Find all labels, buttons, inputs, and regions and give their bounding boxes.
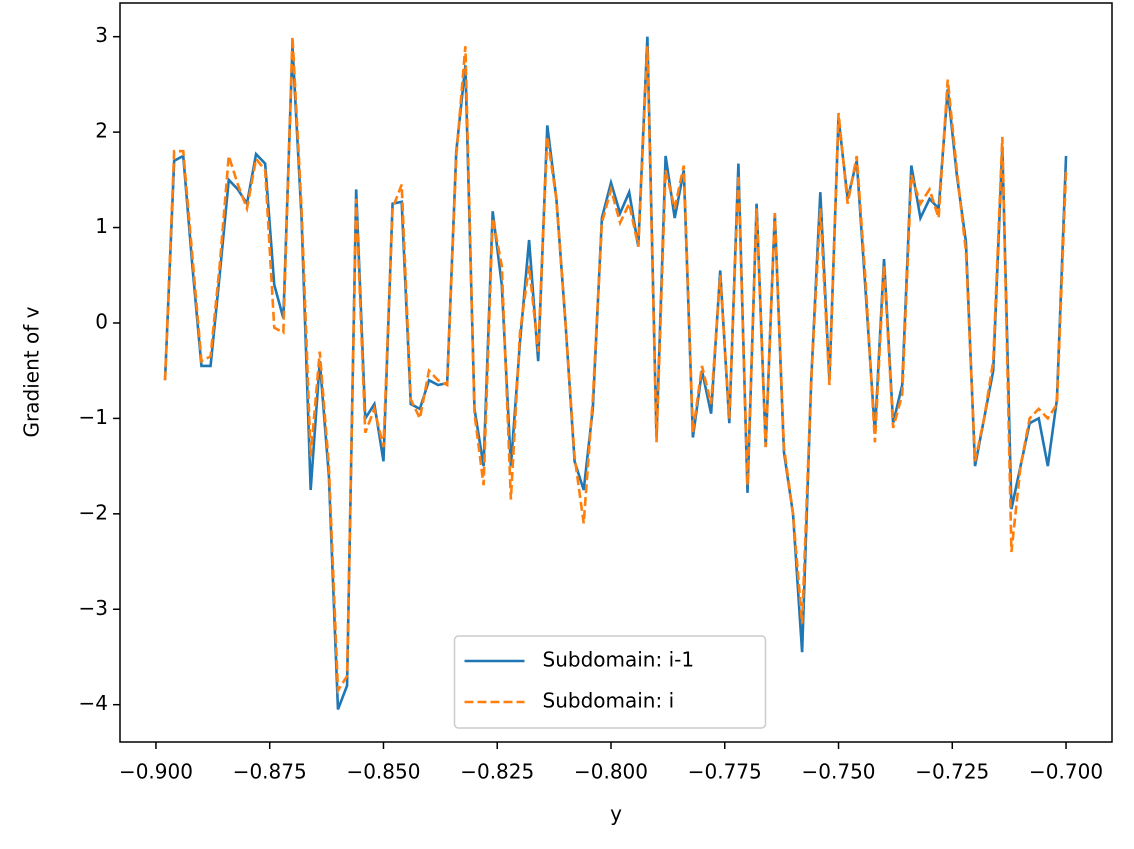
y-tick-label: −3 (79, 596, 108, 620)
x-tick-label: −0.875 (233, 760, 307, 784)
x-tick-label: −0.725 (915, 760, 989, 784)
legend-box (453, 635, 767, 729)
y-tick-label: −2 (79, 500, 108, 524)
x-axis-label: y (610, 802, 622, 826)
y-tick-label: 0 (95, 309, 108, 333)
x-tick-label: −0.850 (346, 760, 420, 784)
x-tick-label: −0.700 (1029, 760, 1103, 784)
y-tick-label: −1 (79, 405, 108, 429)
x-tick-label: −0.800 (574, 760, 648, 784)
y-tick-label: 1 (95, 214, 108, 238)
x-tick-label: −0.825 (460, 760, 534, 784)
x-tick-label: −0.775 (688, 760, 762, 784)
y-tick-label: 2 (95, 119, 108, 143)
x-tick-label: −0.900 (119, 760, 193, 784)
y-axis-label: Gradient of v (20, 306, 44, 437)
series-line (163, 36, 1068, 710)
y-tick-label: −4 (79, 691, 108, 715)
legend-label: Subdomain: i-1 (543, 648, 695, 672)
series-line (163, 36, 1068, 695)
legend-label: Subdomain: i (543, 689, 675, 713)
plot-frame (119, 2, 1113, 743)
y-tick-label: 3 (95, 23, 108, 47)
x-tick-label: −0.750 (802, 760, 876, 784)
